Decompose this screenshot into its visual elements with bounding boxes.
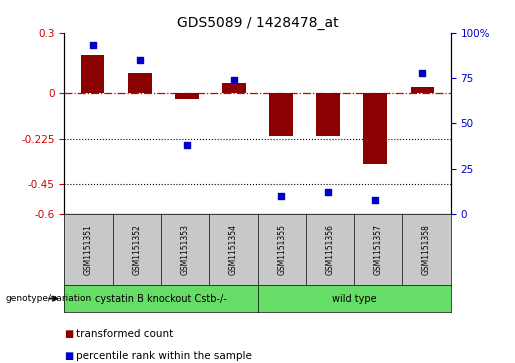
Text: percentile rank within the sample: percentile rank within the sample <box>76 351 252 361</box>
Text: GSM1151352: GSM1151352 <box>132 224 141 275</box>
Text: GDS5089 / 1428478_at: GDS5089 / 1428478_at <box>177 16 338 30</box>
Bar <box>175 93 199 99</box>
Text: GSM1151354: GSM1151354 <box>229 224 238 275</box>
Point <box>230 77 238 83</box>
Text: wild type: wild type <box>332 294 376 303</box>
Point <box>89 42 97 48</box>
Point <box>183 142 191 148</box>
Text: GSM1151357: GSM1151357 <box>374 224 383 275</box>
Bar <box>364 93 387 164</box>
Text: genotype/variation: genotype/variation <box>5 294 91 303</box>
Text: GSM1151355: GSM1151355 <box>277 224 286 275</box>
Text: GSM1151351: GSM1151351 <box>84 224 93 275</box>
Text: GSM1151358: GSM1151358 <box>422 224 431 275</box>
Text: GSM1151353: GSM1151353 <box>181 224 190 275</box>
Text: ■: ■ <box>64 329 74 339</box>
Bar <box>410 87 434 93</box>
Text: transformed count: transformed count <box>76 329 174 339</box>
Bar <box>316 93 340 135</box>
Bar <box>81 55 105 93</box>
Point <box>324 189 332 195</box>
Bar <box>269 93 293 135</box>
Point <box>135 57 144 63</box>
Point <box>418 70 426 76</box>
Text: GSM1151356: GSM1151356 <box>325 224 334 275</box>
Bar <box>128 73 151 93</box>
Text: ■: ■ <box>64 351 74 361</box>
Text: cystatin B knockout Cstb-/-: cystatin B knockout Cstb-/- <box>95 294 227 303</box>
Point <box>277 193 285 199</box>
Point <box>371 197 380 203</box>
Bar <box>222 83 246 93</box>
